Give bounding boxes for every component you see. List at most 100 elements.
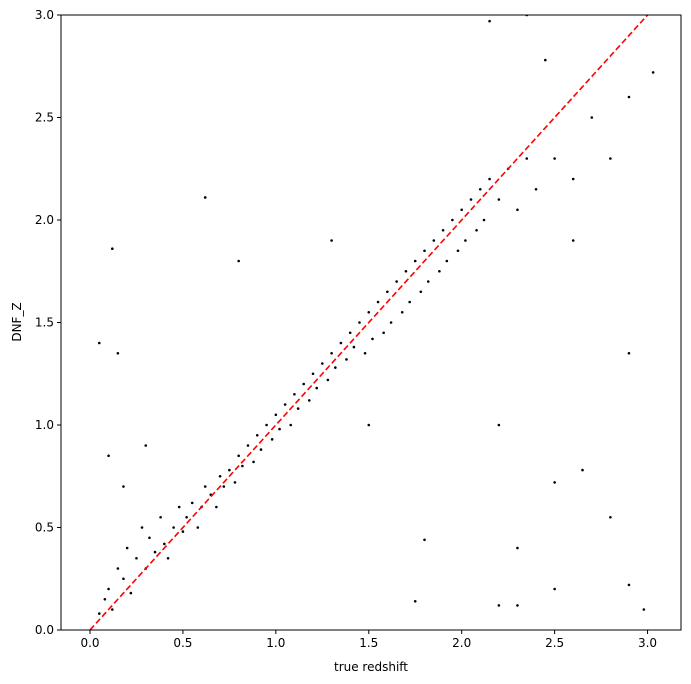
point xyxy=(283,403,287,406)
point xyxy=(181,530,185,533)
point xyxy=(330,351,333,355)
point xyxy=(97,612,101,615)
point xyxy=(432,239,436,242)
point xyxy=(627,583,631,587)
x-tick-label: 2.0 xyxy=(452,636,471,650)
point xyxy=(241,464,244,468)
point xyxy=(488,19,491,23)
point xyxy=(642,608,646,611)
point xyxy=(255,433,259,437)
point xyxy=(110,247,114,250)
point xyxy=(330,239,333,242)
point xyxy=(311,372,315,376)
point xyxy=(321,362,324,365)
point xyxy=(456,249,460,253)
point xyxy=(252,460,255,464)
point xyxy=(482,218,486,222)
point xyxy=(107,454,110,458)
point xyxy=(389,321,393,324)
y-tick-label: 2.0 xyxy=(35,213,54,227)
y-tick-label: 2.5 xyxy=(35,111,54,125)
point xyxy=(553,481,556,484)
point xyxy=(478,187,482,191)
point xyxy=(627,95,631,99)
point xyxy=(302,382,306,386)
point xyxy=(237,454,240,458)
point xyxy=(129,591,133,595)
point xyxy=(438,269,441,273)
point xyxy=(423,538,426,542)
point xyxy=(116,567,120,570)
point xyxy=(571,177,575,181)
point xyxy=(289,423,293,427)
point xyxy=(581,468,584,472)
point xyxy=(97,341,101,345)
point xyxy=(153,550,157,554)
point xyxy=(293,392,296,396)
point xyxy=(525,157,529,160)
axes-frame xyxy=(60,14,682,631)
point xyxy=(451,218,454,222)
point xyxy=(103,597,107,601)
y-tick-label: 1.0 xyxy=(35,418,54,432)
x-tick-label: 3.0 xyxy=(638,636,657,650)
point xyxy=(367,310,371,314)
point xyxy=(135,556,138,560)
point xyxy=(395,280,398,283)
point xyxy=(590,116,594,119)
point xyxy=(140,526,144,529)
point xyxy=(571,239,575,242)
point xyxy=(144,444,148,447)
point xyxy=(544,58,547,62)
point xyxy=(497,604,501,607)
point xyxy=(516,604,519,607)
point xyxy=(609,157,612,160)
point xyxy=(218,474,222,478)
point xyxy=(376,300,380,304)
point xyxy=(497,423,501,427)
point xyxy=(651,71,655,74)
point xyxy=(627,351,631,355)
point xyxy=(326,378,330,382)
point xyxy=(382,331,385,335)
point xyxy=(259,448,263,451)
y-tick-label: 3.0 xyxy=(35,8,54,22)
point xyxy=(334,366,337,369)
point xyxy=(358,321,361,324)
point xyxy=(345,358,348,361)
point xyxy=(445,259,449,263)
point xyxy=(413,259,417,263)
point xyxy=(116,351,120,355)
x-axis-label: true redshift xyxy=(334,660,408,674)
point xyxy=(516,208,519,212)
point xyxy=(163,542,166,546)
point xyxy=(348,331,352,335)
point xyxy=(190,501,194,505)
point xyxy=(534,187,538,191)
point xyxy=(185,515,188,519)
point xyxy=(203,196,207,199)
point xyxy=(475,228,478,232)
point xyxy=(469,198,473,201)
point xyxy=(274,413,278,417)
point xyxy=(553,587,556,591)
point xyxy=(166,556,170,560)
point xyxy=(400,310,404,314)
point xyxy=(107,587,110,591)
point xyxy=(177,505,181,509)
point xyxy=(172,526,175,529)
point xyxy=(339,341,343,345)
point xyxy=(419,290,423,294)
point xyxy=(609,515,612,519)
point xyxy=(110,608,114,611)
point xyxy=(125,546,129,550)
point xyxy=(363,351,367,355)
reference-line xyxy=(89,15,649,630)
point xyxy=(122,577,125,581)
point xyxy=(464,239,467,242)
point xyxy=(148,536,151,540)
y-tick-label: 1.5 xyxy=(35,316,54,330)
point xyxy=(270,438,274,441)
point xyxy=(203,485,207,488)
